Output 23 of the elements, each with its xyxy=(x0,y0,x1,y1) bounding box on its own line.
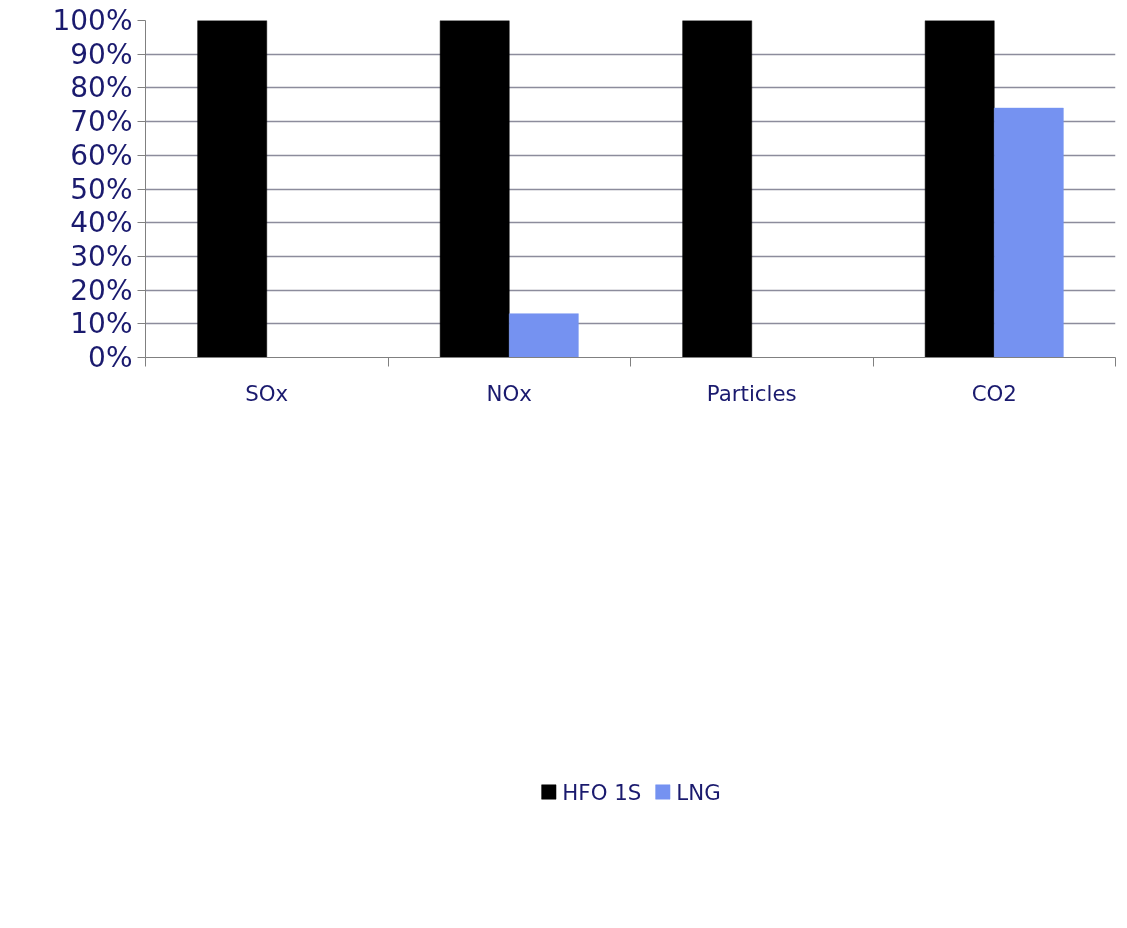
y-tick-label: 90% xyxy=(70,37,133,71)
y-tick-label: 10% xyxy=(70,307,133,341)
legend-label: HFO 1S xyxy=(562,779,642,805)
bar xyxy=(439,20,510,358)
bar xyxy=(197,20,267,358)
bar xyxy=(924,20,995,358)
bar xyxy=(682,20,752,358)
legend-label: LNG xyxy=(676,779,721,805)
y-tick-label: 40% xyxy=(70,206,133,240)
y-tick-label: 60% xyxy=(70,138,133,172)
y-tick-label: 0% xyxy=(88,341,133,374)
x-tick-label: NOx xyxy=(486,380,532,406)
bar xyxy=(994,107,1064,358)
y-tick-label: 20% xyxy=(70,273,133,307)
y-tick-label: 80% xyxy=(70,71,133,105)
x-tick-label: Particles xyxy=(706,380,797,406)
x-tick-label: SOx xyxy=(245,380,289,406)
bar xyxy=(509,313,579,358)
y-tick-label: 100% xyxy=(52,4,133,37)
y-tick-label: 70% xyxy=(70,105,133,139)
y-tick-label: 50% xyxy=(70,172,133,206)
x-tick-label: CO2 xyxy=(971,380,1017,406)
y-tick-label: 30% xyxy=(70,239,133,273)
